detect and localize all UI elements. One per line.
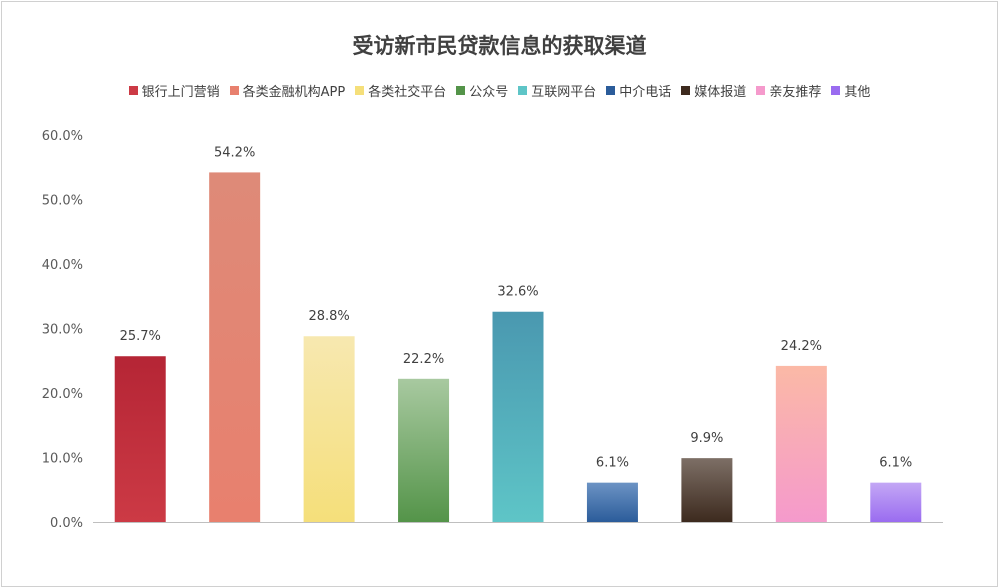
data-label: 25.7% — [120, 329, 161, 344]
legend-swatch — [756, 86, 766, 95]
bars — [114, 172, 922, 522]
legend-item: 媒体报道 — [681, 81, 746, 100]
legend-item: 互联网平台 — [518, 81, 596, 100]
data-label: 54.2% — [214, 145, 255, 160]
bar — [209, 172, 261, 522]
legend-swatch — [831, 86, 841, 95]
legend-label: 互联网平台 — [531, 85, 597, 100]
legend-label: 亲友推荐 — [769, 85, 822, 100]
bar — [398, 378, 450, 522]
legend-item: 其他 — [831, 81, 870, 100]
legend-label: 银行上门营销 — [141, 85, 220, 100]
data-label: 28.8% — [308, 309, 349, 324]
y-tick-label: 50.0% — [42, 194, 83, 209]
legend-label: 其他 — [844, 85, 871, 100]
data-labels: 25.7% 54.2% 28.8% 22.2% 32.6% 6.1% 9.9% 24.2% 6.… — [120, 145, 913, 470]
data-label: 6.1% — [879, 456, 912, 471]
chart-title: 受访新市民贷款信息的获取渠道 — [352, 34, 647, 58]
data-label: 22.2% — [403, 352, 444, 367]
legend-label: 媒体报道 — [694, 85, 747, 100]
data-label: 32.6% — [497, 285, 538, 300]
y-tick-label: 40.0% — [42, 258, 83, 273]
legend-swatch — [606, 86, 616, 95]
legend-item: 各类金融机构APP — [229, 81, 346, 100]
legend-swatch — [355, 86, 365, 95]
legend-item: 亲友推荐 — [756, 81, 821, 100]
legend-item: 中介电话 — [606, 81, 671, 100]
y-tick-label: 60.0% — [42, 129, 83, 144]
bar — [870, 482, 922, 522]
legend-swatch — [128, 86, 138, 95]
legend-swatch — [681, 86, 691, 95]
y-tick-label: 0.0% — [50, 516, 83, 531]
y-axis: 0.0% 10.0% 20.0% 30.0% 40.0% 50.0% 60.0% — [42, 129, 83, 531]
bar — [681, 458, 733, 522]
data-label: 6.1% — [596, 456, 629, 471]
legend-label: 中介电话 — [619, 85, 672, 100]
y-tick-label: 30.0% — [42, 323, 83, 338]
bar — [492, 311, 544, 522]
legend-label: 各类社交平台 — [368, 85, 447, 100]
legend-label: 公众号 — [469, 85, 509, 100]
bar — [586, 482, 638, 522]
data-label: 9.9% — [690, 431, 723, 446]
chart-legend: 银行上门营销 各类金融机构APP 各类社交平台 公众号 互联网平台 中介电话 媒体报道 亲友推… — [0, 81, 999, 100]
legend-label: 各类金融机构APP — [242, 85, 346, 100]
legend-item: 各类社交平台 — [355, 81, 446, 100]
legend-item: 公众号 — [456, 81, 508, 100]
bar — [303, 336, 355, 522]
y-tick-label: 20.0% — [42, 387, 83, 402]
bar — [114, 356, 166, 522]
legend-swatch — [518, 86, 528, 95]
y-tick-label: 10.0% — [42, 452, 83, 467]
legend-item: 银行上门营销 — [128, 81, 220, 100]
bar — [775, 365, 827, 522]
legend-swatch — [456, 86, 466, 95]
data-label: 24.2% — [781, 339, 822, 354]
legend-swatch — [229, 86, 239, 95]
